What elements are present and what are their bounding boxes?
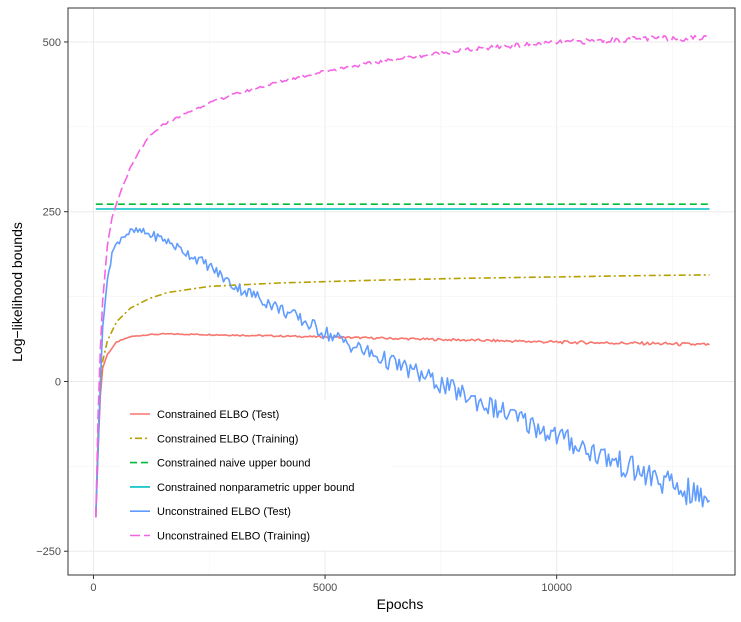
series-line [95,332,710,518]
y-axis: −250 0 250 500 [36,37,68,558]
y-tick-label: 0 [55,376,61,388]
x-axis: 0 5000 10000 [90,575,572,594]
x-tick-label: 5000 [313,582,337,594]
series-line [95,227,711,518]
legend-label: Unconstrained ELBO (Test) [157,506,291,518]
legend-label: Constrained naive upper bound [157,458,311,470]
y-tick-label: 250 [43,207,61,219]
legend: Constrained ELBO (Test) Constrained ELBO … [122,400,390,550]
series-line [95,34,710,518]
x-tick-label: 10000 [541,582,572,594]
legend-label: Constrained ELBO (Test) [157,409,279,421]
y-axis-title: Log−likelihood bounds [9,222,25,362]
x-tick-label: 0 [90,582,96,594]
x-axis-title: Epochs [377,596,424,612]
legend-label: Unconstrained ELBO (Training) [157,531,310,543]
y-tick-label: 500 [43,37,61,49]
legend-label: Constrained nonparametric upper bound [157,482,355,494]
panel-border [67,7,736,576]
legend-label: Constrained ELBO (Training) [157,433,298,445]
series-line [95,274,710,518]
legend-background [122,400,390,550]
series-layer [95,34,711,518]
y-tick-label: −250 [36,546,61,558]
